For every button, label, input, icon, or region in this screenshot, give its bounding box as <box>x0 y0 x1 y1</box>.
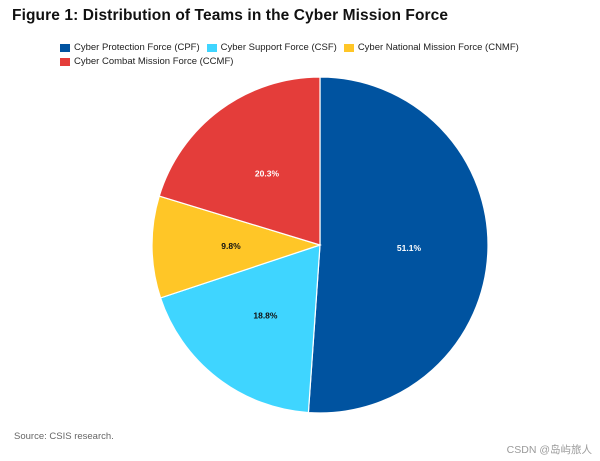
legend-item-ccmf: Cyber Combat Mission Force (CCMF) <box>60 56 233 67</box>
chart-legend: Cyber Protection Force (CPF) Cyber Suppo… <box>60 42 580 67</box>
pie-slice-ccmf <box>158 76 321 246</box>
legend-label-csf: Cyber Support Force (CSF) <box>220 42 337 53</box>
pie-slices <box>151 76 489 414</box>
legend-swatch-ccmf <box>60 57 70 66</box>
legend-label-cpf: Cyber Protection Force (CPF) <box>74 42 200 53</box>
legend-item-cnmf: Cyber National Mission Force (CNMF) <box>343 42 519 53</box>
chart-title: Figure 1: Distribution of Teams in the C… <box>12 7 449 24</box>
pie-labels: 51.1% 18.8% 9.8% 20.3% <box>221 168 421 320</box>
pie-slice-cpf <box>307 76 489 414</box>
pie-label-cnmf: 9.8% <box>221 241 241 251</box>
legend-swatch-cpf <box>60 43 70 52</box>
legend-label-cnmf: Cyber National Mission Force (CNMF) <box>357 42 519 53</box>
legend-swatch-cnmf <box>343 43 354 52</box>
pie-label-ccmf: 20.3% <box>255 168 280 178</box>
source-note: Source: CSIS research. <box>14 431 114 442</box>
pie-slice-cnmf <box>151 195 322 299</box>
legend-swatch-csf <box>206 43 217 52</box>
watermark: CSDN @岛屿旅人 <box>506 444 592 456</box>
pie-slice-csf <box>159 244 321 414</box>
legend-item-csf: Cyber Support Force (CSF) <box>206 42 337 53</box>
pie-label-csf: 18.8% <box>253 310 278 320</box>
pie-label-cpf: 51.1% <box>397 243 422 253</box>
legend-item-cpf: Cyber Protection Force (CPF) <box>60 42 200 53</box>
legend-label-ccmf: Cyber Combat Mission Force (CCMF) <box>74 56 234 67</box>
